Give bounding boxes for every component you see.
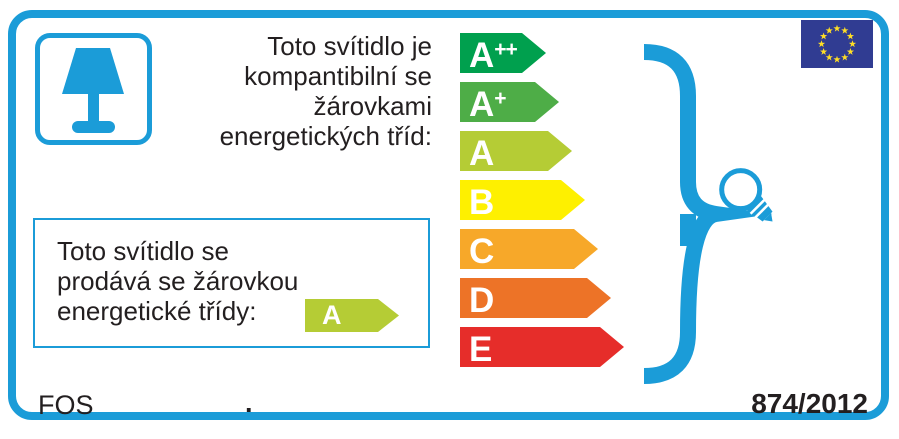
- energy-class-letter: D: [469, 281, 495, 320]
- compatibility-text: Toto svítidlo je kompantibilní se žárovk…: [142, 31, 432, 151]
- energy-class-letter: E: [469, 330, 493, 369]
- eu-flag: [801, 20, 873, 68]
- regulation-number: 874/2012: [751, 388, 868, 419]
- compatibility-text-line: kompantibilní se: [244, 61, 432, 91]
- compatibility-text-line: žárovkami: [313, 91, 432, 121]
- energy-class-letter: A++: [469, 36, 517, 75]
- energy-class-arrow-e: E: [460, 327, 624, 367]
- energy-class-letter: B: [469, 183, 495, 222]
- sold-with-text-line: prodává se žárovkou: [57, 266, 299, 296]
- luminaire-pictogram-box: [35, 33, 152, 145]
- label-outer-border: [8, 10, 889, 420]
- sold-with-text-line: Toto svítidlo se: [57, 236, 229, 266]
- energy-class-arrow-a: A: [460, 131, 572, 171]
- energy-class-arrow-b: B: [460, 180, 585, 220]
- sold-bulb-class-arrow-a: A: [305, 299, 399, 332]
- sold-bulb-class-letter: A: [322, 300, 342, 330]
- compatibility-text-line: Toto svítidlo je: [267, 31, 432, 61]
- energy-class-letter: A: [469, 134, 495, 173]
- footer-separator: .: [245, 388, 253, 418]
- energy-class-arrow-d: D: [460, 278, 611, 318]
- brand-text: FOS: [38, 390, 94, 420]
- energy-class-letter: C: [469, 232, 495, 271]
- sold-with-text: Toto svítidlo se prodává se žárovkou ene…: [57, 236, 298, 326]
- energy-class-arrow-c: C: [460, 229, 598, 269]
- sold-with-bulb-box: Toto svítidlo se prodává se žárovkou ene…: [33, 218, 430, 348]
- compatibility-text-line: energetických tříd:: [219, 121, 432, 151]
- sold-with-text-line: energetické třídy:: [57, 296, 257, 326]
- curly-brace: [643, 44, 773, 384]
- energy-class-arrow-a-plus: A+: [460, 82, 559, 122]
- light-bulb-icon: [719, 168, 773, 222]
- table-lamp-icon: [62, 48, 124, 133]
- energy-class-letter: A+: [469, 85, 506, 124]
